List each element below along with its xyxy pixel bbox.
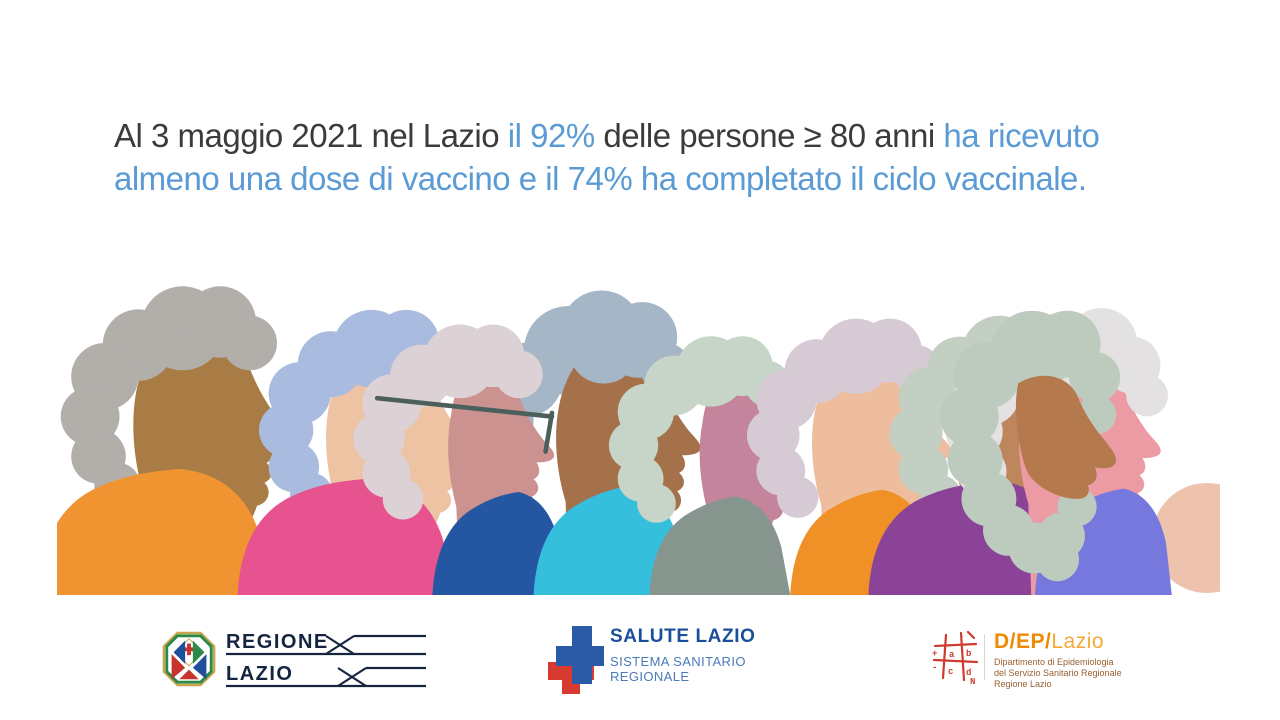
headline-segment: ha ricevuto (943, 117, 1100, 154)
headline-line-2: almeno una dose di vaccino e il 74% ha c… (114, 157, 1234, 200)
person-3-hair (353, 324, 543, 520)
dep-sub-line3: Regione Lazio (994, 679, 1052, 689)
blue-cross (556, 626, 604, 684)
elderly-profiles-illustration (57, 286, 1220, 595)
regione-lazio-emblem-icon (162, 631, 216, 687)
person-1-hair (60, 286, 277, 509)
regione-logo-lines (226, 634, 426, 688)
salute-lazio-logo: SALUTE LAZIO SISTEMA SANITARIO REGIONALE (546, 620, 776, 698)
person-1-shirt (57, 468, 271, 595)
person-8-face (1015, 375, 1117, 499)
dep-lazio-brand: D/EP/Lazio (994, 630, 1122, 654)
svg-text:c: c (948, 667, 953, 677)
dep-lazio-subtitle: Dipartimento di Epidemiologia del Serviz… (994, 657, 1122, 690)
svg-text:b: b (966, 649, 971, 659)
dep-brand-light: Lazio (1051, 630, 1105, 653)
dep-lazio-logo: + - a b c d N D/EP/Lazio Dipartimento di… (932, 628, 1172, 690)
salute-lazio-subtitle: SISTEMA SANITARIO REGIONALE (610, 654, 755, 684)
regione-lazio-wordmark: REGIONE LAZIO (226, 631, 426, 688)
svg-text:-: - (932, 663, 937, 673)
person-5-hair (608, 336, 791, 523)
headline-segment: il 92% (507, 117, 604, 154)
dep-divider-line (984, 634, 985, 680)
regione-word-line2: LAZIO (226, 663, 294, 685)
regione-lazio-logo: REGIONE LAZIO (160, 628, 430, 692)
person-3-figure (353, 324, 565, 595)
dep-lazio-grid-icon: + - a b c d N (932, 630, 979, 686)
salute-lazio-cross-icon (548, 626, 604, 694)
person-6-hair (746, 318, 941, 518)
svg-text:N: N (970, 677, 975, 686)
salute-lazio-title: SALUTE LAZIO (610, 626, 756, 647)
person-1-figure (57, 286, 290, 595)
headline-segment: almeno una dose di vaccino e il 74% ha c… (114, 160, 1087, 197)
dep-sub-line2: del Servizio Sanitario Regionale (994, 668, 1122, 678)
person-8-hair (939, 310, 1121, 582)
svg-text:d: d (966, 668, 971, 678)
background-figure-blob (1152, 483, 1220, 593)
regione-word-line1: REGIONE (226, 631, 329, 653)
person-8-figure (939, 310, 1121, 582)
person-5-figure (608, 336, 802, 595)
dep-sub-line1: Dipartimento di Epidemiologia (994, 657, 1114, 667)
headline-line-1: Al 3 maggio 2021 nel Lazio il 92% delle … (114, 114, 1234, 157)
headline: Al 3 maggio 2021 nel Lazio il 92% delle … (114, 114, 1234, 200)
dep-brand-bold: D/EP/ (994, 630, 1052, 653)
headline-segment: delle persone ≥ 80 anni (603, 117, 944, 154)
glasses-icon (374, 395, 555, 454)
salute-sub-line2: REGIONALE (610, 669, 690, 684)
svg-text:a: a (949, 650, 955, 660)
svg-text:+: + (932, 649, 937, 659)
headline-segment: Al 3 maggio 2021 nel Lazio (114, 117, 508, 154)
salute-sub-line1: SISTEMA SANITARIO (610, 654, 746, 669)
person-3-shirt (432, 492, 565, 595)
person-5-shirt (649, 496, 791, 595)
